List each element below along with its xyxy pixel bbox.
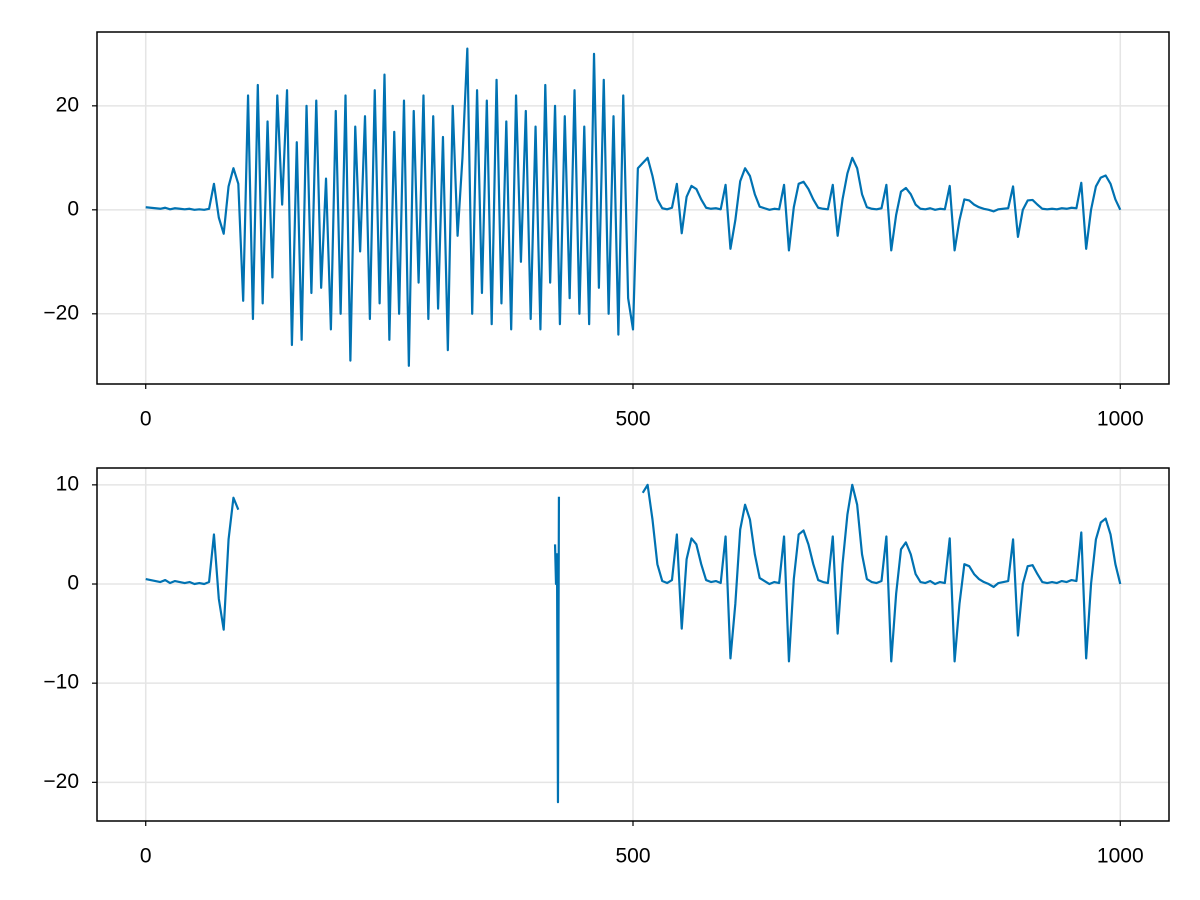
y-tick-label: 0 — [67, 572, 79, 595]
panel: 0 500 1000 −20 0 20 — [43, 31, 1170, 431]
x-tick-label: 1000 — [1097, 408, 1144, 431]
data-line — [145, 47, 1122, 367]
y-tick-label: 20 — [56, 93, 79, 116]
x-tick-label: 0 — [140, 845, 152, 868]
y-tick-label: −20 — [43, 301, 79, 324]
axes-frame — [96, 31, 1170, 385]
y-tick-label: 10 — [56, 472, 79, 495]
x-tick-label: 500 — [615, 408, 650, 431]
x-tick-label: 500 — [615, 845, 650, 868]
y-tick-label: −10 — [43, 671, 79, 694]
y-tick-label: 0 — [67, 197, 79, 220]
x-tick-label: 1000 — [1097, 845, 1144, 868]
panel: 0 500 1000 −20 −10 0 10 — [43, 467, 1170, 868]
y-tick-label: −20 — [43, 770, 79, 793]
data-line — [145, 483, 1122, 804]
x-tick-label: 0 — [140, 408, 152, 431]
axes-frame — [96, 467, 1170, 822]
